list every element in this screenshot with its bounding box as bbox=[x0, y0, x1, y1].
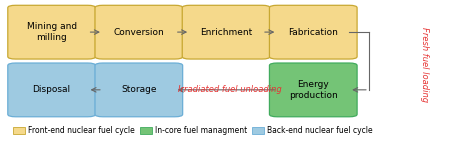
FancyBboxPatch shape bbox=[269, 63, 357, 117]
Legend: Front-end nuclear fuel cycle, In-core fuel managment, Back-end nuclear fuel cycl: Front-end nuclear fuel cycle, In-core fu… bbox=[13, 126, 373, 135]
FancyBboxPatch shape bbox=[269, 5, 357, 59]
FancyBboxPatch shape bbox=[8, 5, 95, 59]
Text: Storage: Storage bbox=[121, 85, 156, 94]
Text: Disposal: Disposal bbox=[33, 85, 71, 94]
Text: Irradiated fuel unloading: Irradiated fuel unloading bbox=[178, 85, 282, 94]
FancyBboxPatch shape bbox=[8, 63, 95, 117]
Text: Fabrication: Fabrication bbox=[288, 28, 338, 37]
FancyBboxPatch shape bbox=[95, 63, 182, 117]
Text: Mining and
milling: Mining and milling bbox=[27, 22, 77, 42]
Text: Enrichment: Enrichment bbox=[200, 28, 252, 37]
FancyBboxPatch shape bbox=[95, 5, 182, 59]
Text: Energy
production: Energy production bbox=[289, 80, 337, 100]
FancyBboxPatch shape bbox=[182, 5, 270, 59]
Text: Conversion: Conversion bbox=[113, 28, 164, 37]
Text: Fresh fuel loading: Fresh fuel loading bbox=[420, 27, 429, 102]
